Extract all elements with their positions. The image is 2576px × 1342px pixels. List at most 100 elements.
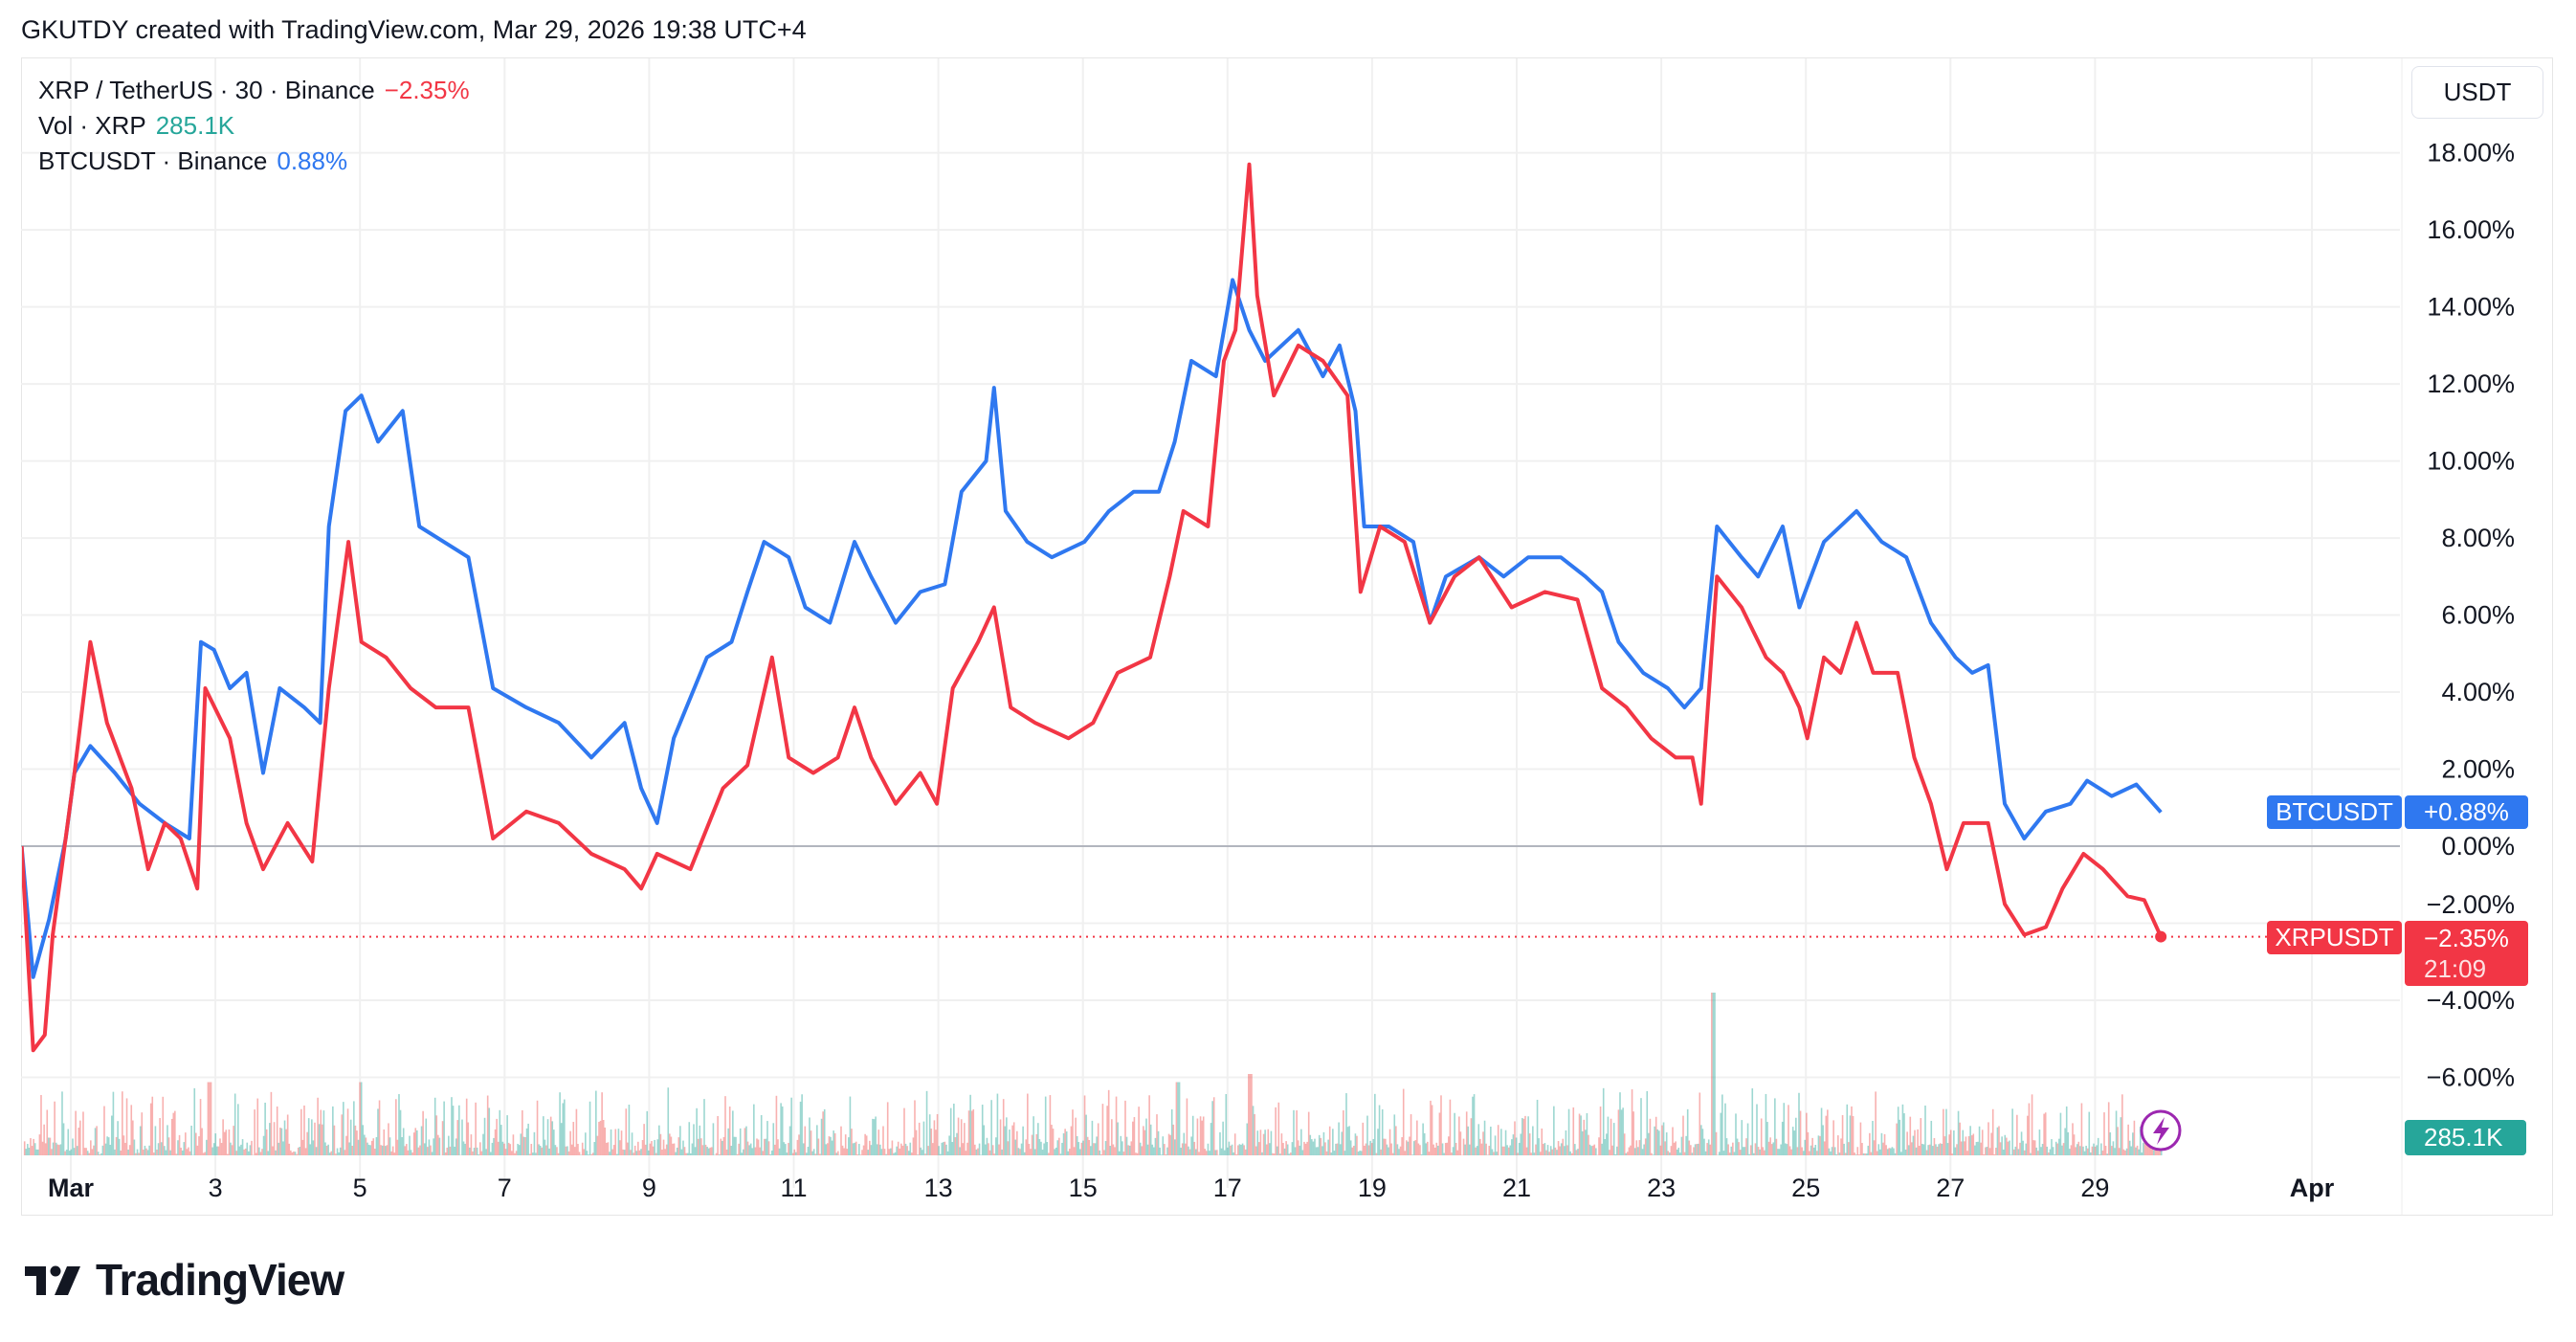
volume-bar — [1762, 1147, 1765, 1155]
volume-bar — [1230, 1145, 1232, 1155]
volume-bar — [1972, 1133, 1975, 1155]
volume-bar — [1058, 1137, 1060, 1155]
volume-bar — [623, 1150, 626, 1155]
legend-compare-series[interactable]: BTCUSDT · Binance 0.88% — [38, 144, 479, 179]
volume-bar — [2107, 1102, 2110, 1155]
volume-bar — [786, 1152, 788, 1155]
volume-bar — [1431, 1105, 1433, 1155]
volume-bar — [2023, 1150, 2026, 1155]
volume-bar — [1049, 1095, 1052, 1155]
volume-bar — [1121, 1141, 1123, 1155]
volume-bar — [999, 1119, 1002, 1155]
volume-bar — [1828, 1148, 1831, 1155]
volume-bar — [1344, 1151, 1346, 1155]
volume-bar — [1985, 1147, 1987, 1155]
volume-bar — [1669, 1152, 1671, 1155]
volume-bar — [1172, 1124, 1175, 1155]
volume-bar — [1099, 1150, 1101, 1155]
volume-bar — [2011, 1108, 2013, 1155]
volume-bar — [835, 1152, 838, 1155]
volume-bar — [1644, 1138, 1647, 1155]
xrp-name-tag: XRPUSDT — [2267, 921, 2402, 954]
volume-bar — [465, 1098, 468, 1155]
volume-bar — [2076, 1144, 2078, 1155]
volume-bar — [41, 1141, 44, 1155]
lightning-icon[interactable] — [2140, 1109, 2182, 1152]
volume-bar — [1125, 1136, 1128, 1155]
volume-bar — [1500, 1129, 1502, 1155]
volume-bar — [691, 1143, 694, 1155]
volume-bar — [283, 1120, 286, 1155]
volume-bar — [1411, 1154, 1413, 1155]
volume-bar — [62, 1123, 65, 1155]
volume-bar — [1285, 1141, 1287, 1155]
volume-bar — [644, 1144, 647, 1155]
volume-bar — [641, 1140, 644, 1155]
volume-bar — [833, 1130, 834, 1155]
legend-main-series[interactable]: XRP / TetherUS · 30 · Binance −2.35% — [38, 73, 479, 108]
volume-bar — [2033, 1140, 2036, 1155]
volume-bar — [118, 1138, 121, 1155]
volume-bar — [383, 1129, 386, 1155]
volume-bar — [1491, 1149, 1494, 1155]
volume-bar — [1220, 1148, 1223, 1155]
volume-bar — [55, 1142, 57, 1155]
volume-bar — [548, 1148, 550, 1155]
volume-bar — [1870, 1152, 1873, 1155]
volume-bar — [270, 1091, 273, 1155]
volume-bar — [649, 1143, 652, 1155]
volume-bar — [446, 1147, 449, 1155]
volume-bar — [627, 1142, 629, 1155]
volume-bar — [1781, 1121, 1784, 1155]
volume-bar — [1017, 1148, 1020, 1155]
volume-bar — [2017, 1149, 2020, 1155]
volume-bar — [195, 1132, 197, 1155]
volume-bar — [520, 1133, 522, 1155]
volume-bar — [1720, 1112, 1722, 1155]
volume-bar — [136, 1149, 139, 1155]
volume-bar — [156, 1149, 158, 1155]
volume-bar — [1377, 1129, 1379, 1155]
volume-bar — [974, 1144, 976, 1155]
volume-bar — [1216, 1150, 1218, 1155]
main-change: −2.35% — [384, 76, 470, 104]
volume-bar — [409, 1135, 411, 1155]
volume-bar — [1427, 1141, 1429, 1155]
legend-volume[interactable]: Vol · XRP 285.1K — [38, 108, 479, 144]
volume-bar — [1207, 1143, 1210, 1155]
volume-bar — [1267, 1129, 1270, 1155]
volume-bar — [503, 1143, 505, 1155]
volume-bar — [244, 1148, 247, 1155]
volume-bar — [1835, 1153, 1838, 1155]
volume-bar — [1877, 1144, 1880, 1155]
volume-bar — [738, 1143, 740, 1155]
volume-bar — [1633, 1148, 1636, 1155]
volume-bar — [1677, 1147, 1680, 1155]
volume-bar — [216, 1146, 218, 1155]
volume-bar — [1527, 1116, 1529, 1155]
volume-bar — [886, 1102, 889, 1155]
volume-bar — [1572, 1107, 1575, 1155]
volume-bar — [104, 1143, 107, 1155]
footer-logo[interactable]: TradingView — [25, 1254, 344, 1306]
volume-bar — [393, 1152, 396, 1155]
volume-bar — [664, 1149, 666, 1155]
volume-bar — [1383, 1138, 1386, 1155]
volume-bar — [353, 1101, 355, 1155]
currency-button[interactable]: USDT — [2411, 66, 2543, 119]
volume-bar — [1602, 1087, 1605, 1155]
y-tick-label: 2.00% — [2441, 755, 2515, 784]
volume-bar — [1120, 1135, 1122, 1155]
volume-bar — [749, 1143, 752, 1155]
volume-bar — [1693, 1147, 1695, 1155]
volume-bar — [920, 1147, 922, 1155]
volume-bar — [817, 1138, 820, 1155]
volume-bar — [677, 1137, 680, 1155]
volume-bar — [760, 1115, 763, 1155]
volume-bar — [91, 1149, 94, 1155]
volume-bar — [685, 1152, 687, 1155]
volume-bar — [1604, 1139, 1607, 1155]
volume-bar — [858, 1144, 860, 1155]
volume-bar — [1109, 1146, 1112, 1155]
